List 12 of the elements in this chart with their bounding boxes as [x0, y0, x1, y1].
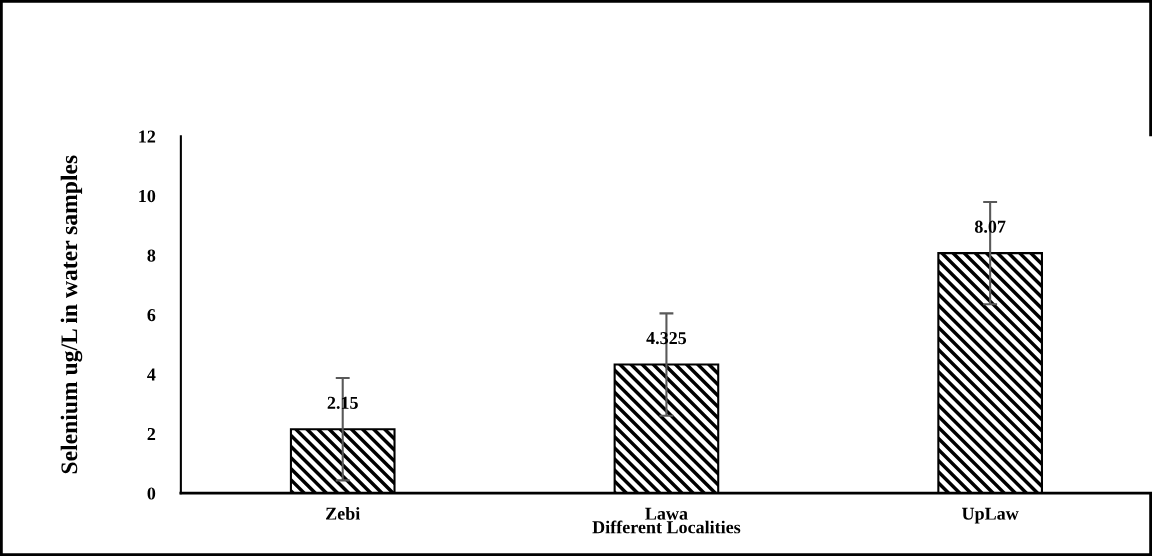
y-tick-label: 8 — [147, 249, 156, 262]
y-tick-label: 12 — [139, 130, 156, 143]
x-axis-title: Different Localities — [592, 520, 741, 534]
x-tick-label: UpLaw — [962, 507, 1019, 524]
y-tick-label: 6 — [147, 309, 156, 322]
y-axis-title: Selenium ug/L in water samples — [60, 155, 83, 474]
y-tick-label: 10 — [139, 189, 156, 203]
y-tick-label: 4 — [147, 368, 156, 381]
y-tick-label: 2 — [147, 427, 156, 440]
y-tick-label: 0 — [147, 487, 156, 500]
x-tick-label: Lawa — [645, 507, 688, 520]
x-tick-label: Zebi — [326, 507, 361, 520]
